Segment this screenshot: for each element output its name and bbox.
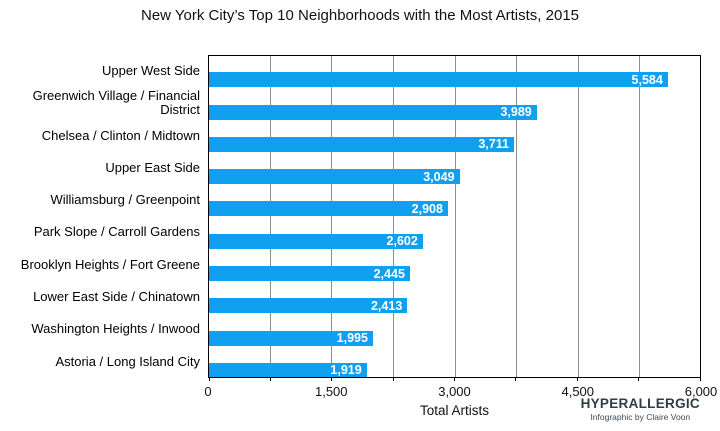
bar: 2,413	[209, 298, 408, 314]
bar: 2,602	[209, 233, 423, 249]
bar-value-label: 3,711	[478, 137, 509, 152]
bar: 3,989	[209, 104, 537, 120]
bar-value-label: 3,989	[500, 105, 532, 120]
chart-row: Upper East Side 3,049	[0, 152, 701, 185]
gridline	[269, 55, 271, 378]
credit-byline: Infographic by Claire Voon	[590, 411, 691, 422]
category-label: Upper East Side	[105, 159, 200, 175]
bar-value-label: 2,445	[373, 266, 405, 281]
chart-row: Lower East Side / Chinatown 2,413	[0, 281, 701, 314]
category-label: Washington Heights / Inwood	[31, 321, 200, 337]
x-tick-label: 4,500	[561, 384, 595, 399]
bar-track: 2,445	[208, 249, 701, 282]
chart-title: New York City’s Top 10 Neighborhoods wit…	[140, 7, 580, 24]
bar-value-label: 1,995	[336, 331, 368, 346]
bar-value-label: 3,049	[423, 169, 455, 184]
credit-block: HYPERALLERGIC Infographic by Claire Voon	[580, 396, 700, 422]
bar: 2,908	[209, 201, 448, 217]
bar-value-label: 2,602	[386, 234, 418, 249]
chart-row: Brooklyn Heights / Fort Greene 2,445	[0, 249, 701, 282]
bar-track: 1,995	[208, 313, 701, 346]
chart-row: Upper West Side 5,584	[0, 55, 701, 88]
chart-row: Park Slope / Carroll Gardens 2,602	[0, 216, 701, 249]
x-tick-label: 3,000	[438, 384, 471, 399]
category-label: Astoria / Long Island City	[55, 353, 200, 369]
bar: 2,445	[209, 266, 410, 282]
bar-value-label: 2,908	[411, 201, 443, 216]
bar-track: 2,602	[208, 216, 701, 249]
category-label: Chelsea / Clinton / Midtown	[41, 127, 200, 143]
bar: 3,049	[209, 169, 460, 185]
chart-row: Washington Heights / Inwood 1,995	[0, 313, 701, 346]
chart-row: Astoria / Long Island City 1,919	[0, 346, 701, 378]
gridline	[392, 55, 394, 378]
gridline	[577, 55, 579, 378]
gridline	[516, 55, 518, 378]
x-axis-tick-labels: 0 1,500 3,000 4,500 6,000	[204, 384, 717, 399]
bar: 3,711	[209, 136, 514, 152]
chart-row: Greenwich Village / Financial District 3,…	[0, 87, 701, 120]
chart-row: Chelsea / Clinton / Midtown 3,711	[0, 120, 701, 152]
bar-track: 2,413	[208, 281, 701, 314]
gridline	[331, 55, 333, 378]
bar-track: 1,919	[208, 346, 701, 378]
chart-row: Williamsburg / Greenpoint 2,908	[0, 184, 701, 217]
bar: 1,919	[209, 362, 367, 378]
bar: 5,584	[209, 72, 668, 88]
x-axis-title: Total Artists	[419, 403, 490, 418]
chart-rows: Upper West Side 5,584 Greenwich Village / …	[0, 55, 701, 378]
category-label: Lower East Side / Chinatown	[33, 289, 200, 305]
gridline-layer	[208, 55, 701, 378]
gridline	[454, 55, 456, 378]
bar-value-label: 5,584	[631, 72, 663, 87]
category-label: Brooklyn Heights / Fort Greene	[20, 256, 200, 272]
brand-wordmark: HYPERALLERGIC	[580, 396, 700, 411]
bar: 1,995	[209, 330, 373, 346]
category-label: Williamsburg / Greenpoint	[50, 192, 200, 208]
bar-value-label: 1,919	[330, 363, 362, 378]
bar-value-label: 2,413	[370, 298, 403, 313]
bar-track: 3,989	[208, 87, 701, 120]
gridline	[639, 55, 641, 378]
category-label: Upper West Side	[101, 63, 200, 78]
bar-track: 3,049	[208, 152, 701, 185]
bar-track: 3,711	[208, 120, 701, 152]
category-label: Park Slope / Carroll Gardens	[33, 224, 200, 240]
x-tick-label: 1,500	[314, 384, 348, 399]
category-label: Greenwich Village / Financial District	[32, 88, 200, 118]
bar-track: 2,908	[208, 184, 701, 217]
bar-track: 5,584	[208, 55, 701, 88]
x-tick-label: 0	[204, 384, 212, 399]
x-tick-label: 6,000	[684, 384, 718, 399]
